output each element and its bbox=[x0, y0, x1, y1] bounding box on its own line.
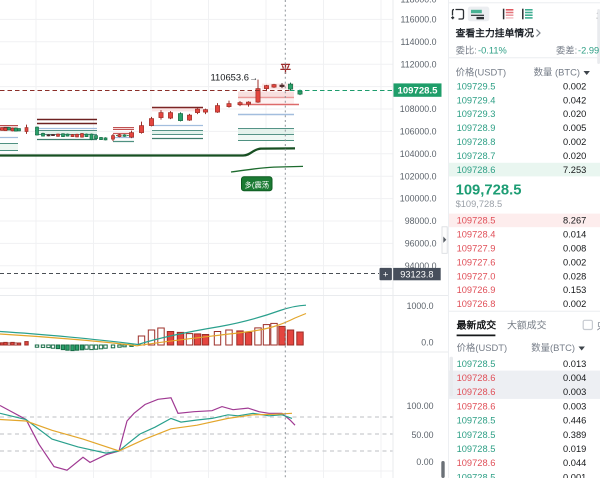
svg-text:109728.5: 109728.5 bbox=[457, 416, 496, 426]
svg-text:0.005: 0.005 bbox=[563, 123, 586, 133]
svg-text:0.014: 0.014 bbox=[563, 230, 586, 240]
svg-text:0.013: 0.013 bbox=[563, 359, 586, 369]
svg-text:109728.5: 109728.5 bbox=[457, 444, 496, 454]
svg-text:109728.7: 109728.7 bbox=[457, 151, 496, 161]
svg-text:109726.8: 109726.8 bbox=[457, 299, 496, 309]
svg-text:109728.6: 109728.6 bbox=[457, 401, 496, 411]
svg-text:委差:: 委差: bbox=[556, 44, 577, 55]
svg-text:$109,728.5: $109,728.5 bbox=[456, 199, 503, 209]
svg-text:94000.0: 94000.0 bbox=[405, 261, 437, 271]
svg-text:0.044: 0.044 bbox=[563, 458, 586, 468]
svg-text:最新成交: 最新成交 bbox=[457, 318, 497, 331]
svg-text:8.267: 8.267 bbox=[563, 216, 586, 226]
svg-text:多(震荡: 多(震荡 bbox=[244, 180, 269, 189]
svg-text:110653.6: 110653.6 bbox=[211, 72, 249, 83]
svg-text:109728.8: 109728.8 bbox=[457, 137, 496, 147]
svg-text:109727.0: 109727.0 bbox=[457, 271, 496, 281]
svg-text:查看主力挂单情况: 查看主力挂单情况 bbox=[455, 27, 535, 40]
svg-text:1000.0: 1000.0 bbox=[407, 301, 434, 311]
svg-text:109729.5: 109729.5 bbox=[457, 81, 496, 91]
svg-text:109728.9: 109728.9 bbox=[457, 123, 496, 133]
svg-text:93123.8: 93123.8 bbox=[400, 269, 433, 279]
svg-text:116000.0: 116000.0 bbox=[400, 15, 436, 25]
svg-text:109728.5: 109728.5 bbox=[457, 216, 496, 226]
svg-text:-0.11%: -0.11% bbox=[478, 45, 507, 55]
svg-text:0.028: 0.028 bbox=[563, 271, 586, 281]
svg-text:109728.6: 109728.6 bbox=[457, 373, 496, 383]
svg-text:委比:: 委比: bbox=[456, 44, 477, 55]
svg-text:数量(BTC): 数量(BTC) bbox=[531, 342, 575, 353]
svg-text:109728.6: 109728.6 bbox=[457, 165, 496, 175]
svg-text:0.0: 0.0 bbox=[421, 337, 433, 347]
svg-text:价格(USDT): 价格(USDT) bbox=[457, 342, 508, 353]
svg-text:102000.0: 102000.0 bbox=[400, 171, 437, 181]
svg-text:0.153: 0.153 bbox=[563, 285, 586, 295]
svg-text:0.019: 0.019 bbox=[563, 444, 586, 454]
svg-text:只: 只 bbox=[597, 321, 600, 331]
svg-text:109,728.5: 109,728.5 bbox=[456, 182, 522, 198]
svg-text:0.003: 0.003 bbox=[563, 401, 586, 411]
svg-text:96000.0: 96000.0 bbox=[405, 239, 437, 249]
svg-text:118000.0: 118000.0 bbox=[400, 0, 436, 4]
svg-text:0.446: 0.446 bbox=[563, 416, 586, 426]
svg-text:109728.4: 109728.4 bbox=[457, 230, 496, 240]
svg-text:108000.0: 108000.0 bbox=[400, 104, 437, 114]
svg-text:109728.5: 109728.5 bbox=[457, 472, 496, 478]
svg-text:50.00: 50.00 bbox=[411, 430, 433, 440]
svg-text:109728.5: 109728.5 bbox=[457, 430, 496, 440]
svg-text:109728.6: 109728.6 bbox=[457, 458, 496, 468]
svg-text:价格(USDT): 价格(USDT) bbox=[456, 66, 507, 77]
svg-text:+: + bbox=[383, 269, 389, 280]
svg-text:0.008: 0.008 bbox=[563, 244, 586, 254]
svg-text:109729.4: 109729.4 bbox=[457, 95, 496, 105]
svg-text:100000.0: 100000.0 bbox=[400, 194, 437, 204]
svg-text:100.00: 100.00 bbox=[407, 401, 434, 411]
svg-text:0.020: 0.020 bbox=[563, 151, 586, 161]
svg-text:109727.6: 109727.6 bbox=[457, 257, 496, 267]
svg-text:0.003: 0.003 bbox=[563, 387, 586, 397]
svg-text:109728.5: 109728.5 bbox=[457, 359, 496, 369]
svg-text:0.042: 0.042 bbox=[563, 95, 586, 105]
svg-text:0.002: 0.002 bbox=[563, 257, 586, 267]
svg-text:109728.6: 109728.6 bbox=[457, 387, 496, 397]
svg-text:109728.5: 109728.5 bbox=[397, 86, 438, 97]
svg-text:104000.0: 104000.0 bbox=[400, 149, 437, 159]
svg-text:0.00: 0.00 bbox=[416, 457, 433, 467]
svg-text:0.001: 0.001 bbox=[563, 472, 586, 478]
svg-text:0.002: 0.002 bbox=[563, 137, 586, 147]
svg-text:-2.99: -2.99 bbox=[578, 45, 599, 55]
svg-text:7.253: 7.253 bbox=[563, 165, 586, 175]
svg-text:112000.0: 112000.0 bbox=[400, 59, 436, 69]
svg-text:0.002: 0.002 bbox=[563, 81, 586, 91]
svg-text:数量 (BTC): 数量 (BTC) bbox=[534, 66, 580, 77]
svg-text:→: → bbox=[250, 73, 259, 83]
svg-text:大额成交: 大额成交 bbox=[507, 318, 547, 331]
svg-text:109726.9: 109726.9 bbox=[457, 285, 496, 295]
svg-text:0.389: 0.389 bbox=[563, 430, 586, 440]
svg-text:0.020: 0.020 bbox=[563, 109, 586, 119]
svg-text:109729.3: 109729.3 bbox=[457, 109, 496, 119]
svg-text:114000.0: 114000.0 bbox=[400, 37, 436, 47]
svg-text:0.002: 0.002 bbox=[563, 299, 586, 309]
svg-text:109727.9: 109727.9 bbox=[457, 244, 496, 254]
svg-text:106000.0: 106000.0 bbox=[400, 127, 437, 137]
svg-text:98000.0: 98000.0 bbox=[405, 216, 437, 226]
svg-text:0.004: 0.004 bbox=[563, 373, 586, 383]
